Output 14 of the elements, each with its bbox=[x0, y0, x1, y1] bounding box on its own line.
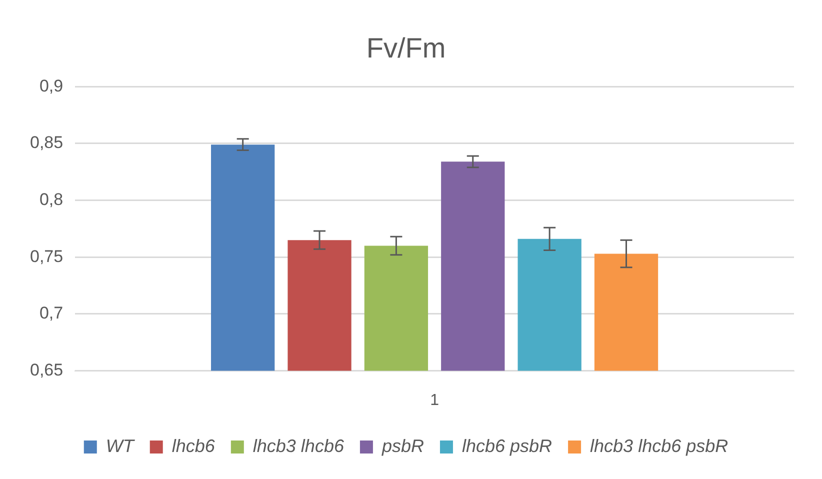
x-tick-label: 1 bbox=[430, 392, 440, 409]
legend-label: lhcb6 bbox=[172, 436, 216, 456]
chart-title: Fv/Fm bbox=[366, 32, 446, 64]
y-tick-label: 0,75 bbox=[30, 246, 64, 266]
legend-label: lhcb3 lhcb6 psbR bbox=[590, 436, 728, 456]
y-tick-label: 0,9 bbox=[39, 76, 64, 96]
legend-label: WT bbox=[106, 436, 136, 456]
legend-label: psbR bbox=[380, 436, 424, 456]
y-tick-label: 0,7 bbox=[39, 304, 64, 323]
y-tick-label: 0,65 bbox=[30, 360, 64, 380]
y-tick-label: 0,85 bbox=[30, 133, 64, 152]
y-tick-label: 0,8 bbox=[39, 190, 64, 209]
legend-label: lhcb3 lhcb6 bbox=[252, 436, 345, 456]
legend-label: lhcb6 psbR bbox=[462, 436, 552, 456]
